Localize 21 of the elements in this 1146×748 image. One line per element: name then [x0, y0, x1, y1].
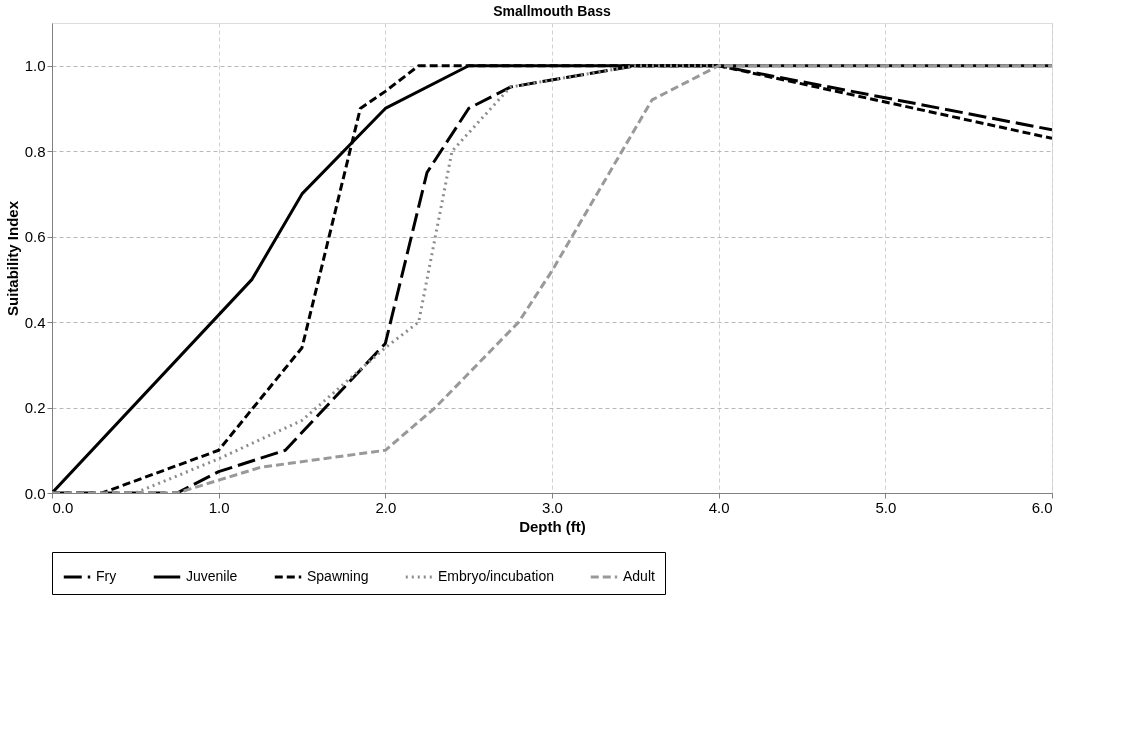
y-tick-label: 0.8: [24, 142, 46, 160]
legend-label: Juvenile: [186, 568, 238, 584]
x-tick-label: 5.0: [875, 498, 897, 516]
x-tick-label: 3.0: [542, 498, 563, 516]
legend-label: Embryo/incubation: [438, 568, 554, 584]
x-tick-label: 1.0: [208, 498, 230, 516]
y-tick-label: 0.0: [24, 484, 46, 502]
legend-label: Spawning: [307, 568, 369, 584]
y-tick-label: 0.4: [24, 313, 46, 331]
x-axis-title: Depth (ft): [519, 517, 586, 535]
y-tick-label: 0.6: [24, 228, 46, 246]
y-tick-label: 0.2: [24, 399, 46, 417]
y-axis-title: Suitability Index: [3, 200, 21, 317]
x-tick-label: 0.0: [52, 498, 74, 516]
x-tick-label: 6.0: [1031, 498, 1053, 516]
x-tick-label: 4.0: [708, 498, 730, 516]
legend-label: Adult: [623, 568, 656, 584]
y-tick-label: 1.0: [24, 57, 46, 75]
x-tick-label: 2.0: [375, 498, 397, 516]
legend-label: Fry: [96, 568, 117, 584]
chart-title: Smallmouth Bass: [493, 3, 611, 19]
